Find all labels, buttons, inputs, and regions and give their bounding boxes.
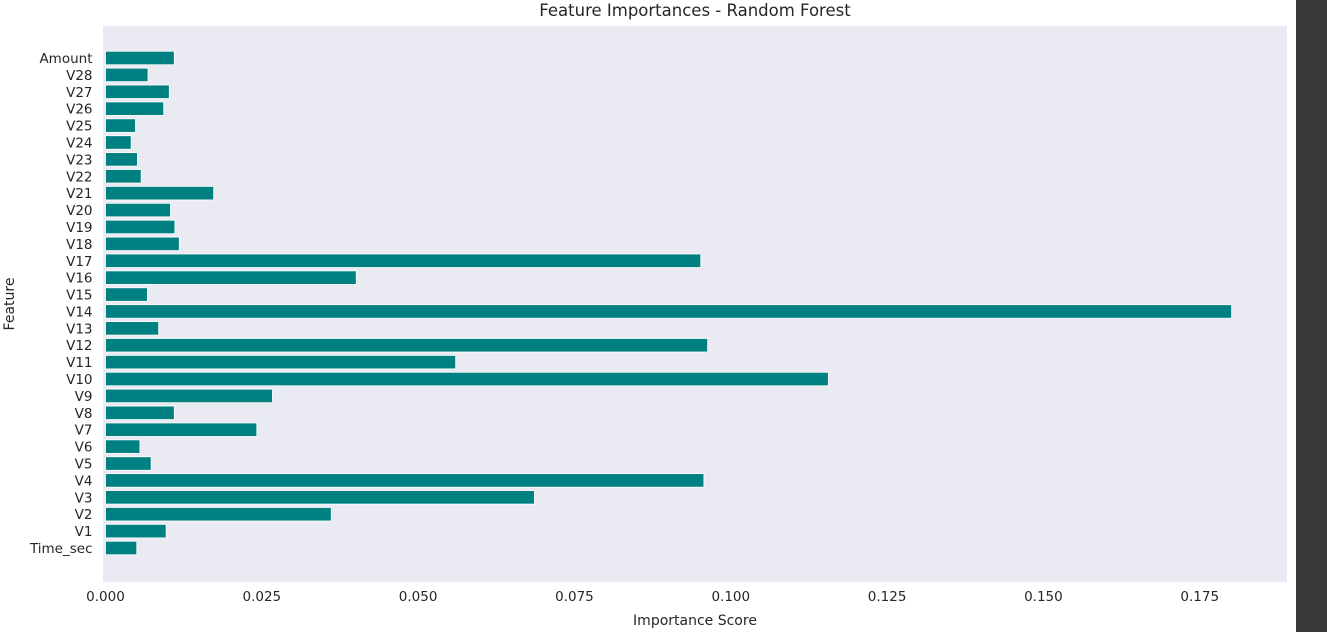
y-tick-label: V11	[66, 355, 92, 371]
bar-v20	[105, 202, 171, 218]
bar-v2	[105, 507, 332, 522]
bar-v5	[105, 456, 152, 471]
bar-v6	[105, 439, 141, 454]
bar-v22	[105, 169, 142, 184]
y-tick-label: V14	[66, 304, 92, 320]
x-tick-labels: 0.000 0.025 0.050 0.075 0.100 0.125 0.150 0.175	[86, 589, 1219, 605]
y-tick-label: V4	[75, 473, 93, 489]
bar-v3	[105, 490, 535, 505]
chart-title: Feature Importances - Random Forest	[539, 1, 851, 20]
bar-v24	[105, 135, 132, 150]
x-tick-label: 0.100	[711, 589, 750, 605]
y-tick-label: V19	[66, 220, 92, 236]
y-tick-label: Amount	[39, 51, 92, 67]
y-tick-label: V24	[66, 135, 92, 151]
y-axis-title: Feature	[2, 278, 18, 331]
bar-v7	[105, 422, 258, 437]
bar-v1	[105, 523, 167, 539]
y-tick-label: V26	[66, 102, 92, 118]
bar-v4	[105, 473, 705, 488]
bar-v18	[105, 236, 180, 252]
x-tick-label: 0.175	[1180, 589, 1219, 605]
bar-v10	[105, 371, 829, 387]
bar-v9	[105, 388, 273, 404]
y-tick-label: V20	[66, 203, 92, 219]
bar-v14	[105, 304, 1233, 319]
bar-v8	[105, 405, 175, 420]
y-tick-label: V16	[66, 271, 92, 287]
x-tick-label: 0.000	[86, 589, 125, 605]
y-tick-label: V27	[66, 85, 92, 101]
y-tick-label: V22	[66, 169, 92, 185]
bar-v27	[105, 84, 170, 99]
y-tick-label: V2	[75, 507, 93, 523]
bar-v23	[105, 152, 138, 167]
y-tick-label: V5	[75, 457, 93, 473]
y-tick-label: V12	[66, 338, 92, 354]
y-tick-label: V15	[66, 288, 92, 304]
bars-group	[105, 50, 1233, 556]
y-tick-label: V1	[75, 524, 93, 540]
bar-v21	[105, 186, 215, 201]
bar-v28	[105, 67, 149, 83]
y-tick-label: V28	[66, 68, 92, 84]
y-tick-label: V13	[66, 321, 92, 337]
y-tick-label: V6	[75, 440, 93, 456]
bar-v26	[105, 101, 165, 116]
y-tick-label: V7	[75, 423, 93, 439]
x-tick-label: 0.050	[399, 589, 438, 605]
bar-v13	[105, 321, 160, 336]
bar-amount	[105, 50, 175, 66]
bar-v11	[105, 354, 457, 370]
x-tick-label: 0.125	[868, 589, 907, 605]
y-tick-label: V10	[66, 372, 92, 388]
bar-v25	[105, 118, 136, 133]
y-tick-label: V9	[75, 389, 93, 405]
y-tick-label: Time_sec	[29, 541, 93, 557]
side-panel	[1296, 0, 1327, 632]
bar-v16	[105, 270, 357, 285]
bar-time-sec	[105, 540, 138, 556]
y-tick-label: V25	[66, 119, 92, 135]
x-tick-label: 0.025	[242, 589, 281, 605]
x-tick-label: 0.150	[1024, 589, 1063, 605]
bar-v12	[105, 338, 709, 353]
y-tick-label: V23	[66, 152, 92, 168]
bar-v17	[105, 253, 702, 268]
bar-v15	[105, 287, 148, 302]
x-tick-label: 0.075	[555, 589, 594, 605]
x-axis-title: Importance Score	[633, 613, 757, 629]
y-tick-label: V3	[75, 490, 93, 506]
plot-area	[103, 26, 1287, 582]
y-tick-labels: Time_secV1V2V3V4V5V6V7V8V9V10V11V12V13V1…	[29, 51, 93, 557]
y-tick-label: V8	[75, 406, 93, 422]
y-tick-label: V21	[66, 186, 92, 202]
y-tick-label: V17	[66, 254, 92, 270]
bar-v19	[105, 219, 176, 235]
y-tick-label: V18	[66, 237, 92, 253]
